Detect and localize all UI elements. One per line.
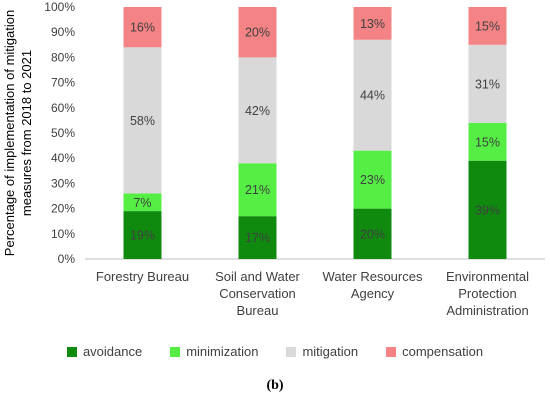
legend: avoidance minimization mitigation compen… [0, 344, 550, 359]
data-label-compensation: 16% [130, 21, 155, 35]
y-axis-ticks: 0% 10% 20% 30% 40% 50% 60% 70% 80% 90% 100% [44, 0, 75, 266]
bar-segment-avoidance [238, 216, 277, 259]
x-category-label: Agency [351, 286, 395, 301]
x-category-label: Environmental [446, 269, 529, 284]
legend-label-compensation: compensation [402, 344, 484, 359]
bar-segment-mitigation [353, 39, 392, 151]
data-label-mitigation: 31% [475, 77, 500, 91]
bar-segment-mitigation [468, 44, 507, 123]
bar-segment-compensation [123, 7, 162, 48]
bar-segment-avoidance [353, 208, 392, 259]
x-category-label: Conservation [219, 286, 296, 301]
bar-segment-minimization [353, 150, 392, 209]
figure-caption: (b) [266, 378, 284, 393]
x-category-label: Forestry Bureau [96, 269, 189, 284]
bars: 19% 7% 58% 16% 17% 21% 42% 20% 20% 23% 44% 13% 39% 15… [123, 7, 507, 259]
legend-swatch-avoidance [66, 346, 77, 357]
x-category-label: Water Resources [323, 269, 423, 284]
data-label-mitigation: 58% [130, 114, 155, 128]
y-tick-label: 10% [51, 227, 75, 241]
y-axis-label-line: Percentage of implementation of mitigati… [2, 10, 17, 256]
y-axis-label: Percentage of implementation of mitigati… [2, 10, 34, 256]
x-category-label: Administration [446, 303, 528, 318]
y-tick-label: 50% [51, 126, 75, 140]
y-tick-label: 70% [51, 76, 75, 90]
data-label-compensation: 20% [245, 26, 270, 40]
x-category-label: Protection [458, 286, 517, 301]
bar-segment-mitigation [238, 57, 277, 164]
x-category-label: Bureau [237, 303, 279, 318]
stacked-bar-chart: Percentage of implementation of mitigati… [2, 0, 545, 318]
y-tick-label: 40% [51, 151, 75, 165]
x-category-label: Soil and Water [215, 269, 300, 284]
bar-segment-avoidance [123, 211, 162, 259]
data-label-avoidance: 39% [475, 203, 500, 217]
data-label-avoidance: 20% [360, 227, 385, 241]
y-tick-label: 90% [51, 25, 75, 39]
legend-label-minimization: minimization [186, 344, 259, 359]
data-label-minimization: 23% [360, 173, 385, 187]
y-tick-label: 30% [51, 176, 75, 190]
bar-segment-compensation [353, 7, 392, 40]
bar-segment-mitigation [123, 47, 162, 194]
legend-item-mitigation: mitigation [286, 344, 358, 359]
legend-item-avoidance: avoidance [66, 344, 143, 359]
y-tick-label: 100% [44, 0, 75, 14]
data-label-minimization: 7% [133, 196, 151, 210]
data-label-mitigation: 42% [245, 104, 270, 118]
y-tick-label: 0% [58, 252, 76, 266]
data-label-minimization: 21% [245, 183, 270, 197]
y-tick-label: 80% [51, 50, 75, 64]
legend-item-compensation: compensation [386, 344, 483, 359]
bar-segment-minimization [238, 163, 277, 217]
bar-segment-minimization [123, 193, 162, 212]
bar-segment-avoidance [468, 160, 507, 259]
legend-label-avoidance: avoidance [82, 344, 143, 359]
legend-label-mitigation: mitigation [302, 344, 359, 359]
data-label-avoidance: 19% [130, 229, 155, 243]
data-label-mitigation: 44% [360, 89, 385, 103]
data-label-minimization: 15% [475, 135, 500, 149]
bar-segment-compensation [238, 7, 277, 58]
data-label-compensation: 13% [360, 17, 385, 31]
bar-segment-minimization [468, 122, 507, 161]
data-label-compensation: 15% [475, 19, 500, 33]
bar-segment-compensation [468, 7, 507, 45]
data-label-avoidance: 17% [245, 231, 270, 245]
legend-swatch-minimization [170, 346, 181, 357]
legend-swatch-compensation [386, 346, 397, 357]
legend-swatch-mitigation [286, 346, 297, 357]
y-axis-label-line: measures from 2018 to 2021 [19, 50, 34, 216]
y-tick-label: 60% [51, 101, 75, 115]
legend-item-minimization: minimization [170, 344, 258, 359]
y-tick-label: 20% [51, 202, 75, 216]
category-labels: Forestry Bureau Soil and Water Conservatio… [96, 269, 529, 318]
